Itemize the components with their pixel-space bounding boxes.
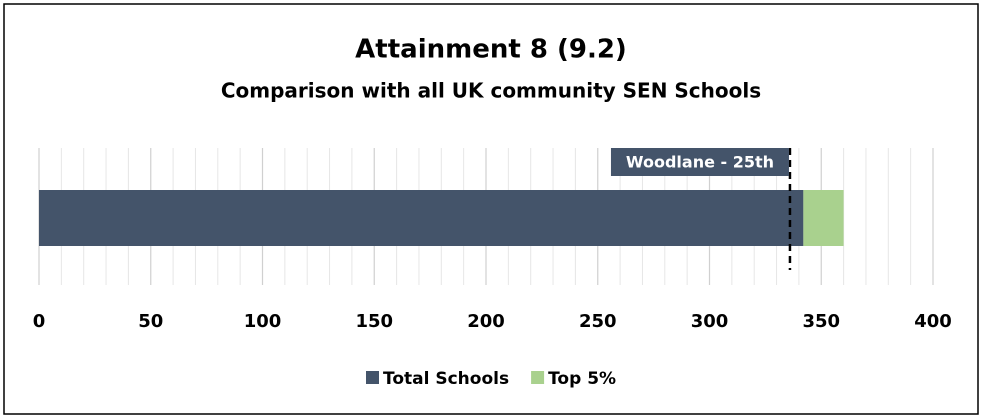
legend-swatch (531, 371, 545, 384)
x-tick-label: 250 (579, 311, 617, 332)
bar-segment (803, 190, 844, 246)
x-tick-label: 200 (467, 311, 505, 332)
x-tick-label: 150 (355, 311, 393, 332)
legend-swatch (366, 371, 379, 384)
x-tick-label: 300 (691, 311, 729, 332)
x-tick-label: 50 (138, 311, 163, 332)
x-tick-label: 350 (802, 311, 840, 332)
bar-segment (39, 190, 804, 246)
annotation-label: Woodlane - 25th (626, 153, 774, 172)
x-tick-label: 400 (914, 311, 952, 332)
x-tick-label: 0 (33, 311, 46, 332)
chart-title: Attainment 8 (9.2) (355, 35, 627, 65)
annotation-box (610, 148, 789, 176)
legend-label: Top 5% (548, 369, 616, 389)
chart-subtitle: Comparison with all UK community SEN Sch… (221, 79, 761, 103)
x-tick-label: 100 (244, 311, 282, 332)
legend-label: Total Schools (383, 369, 509, 389)
